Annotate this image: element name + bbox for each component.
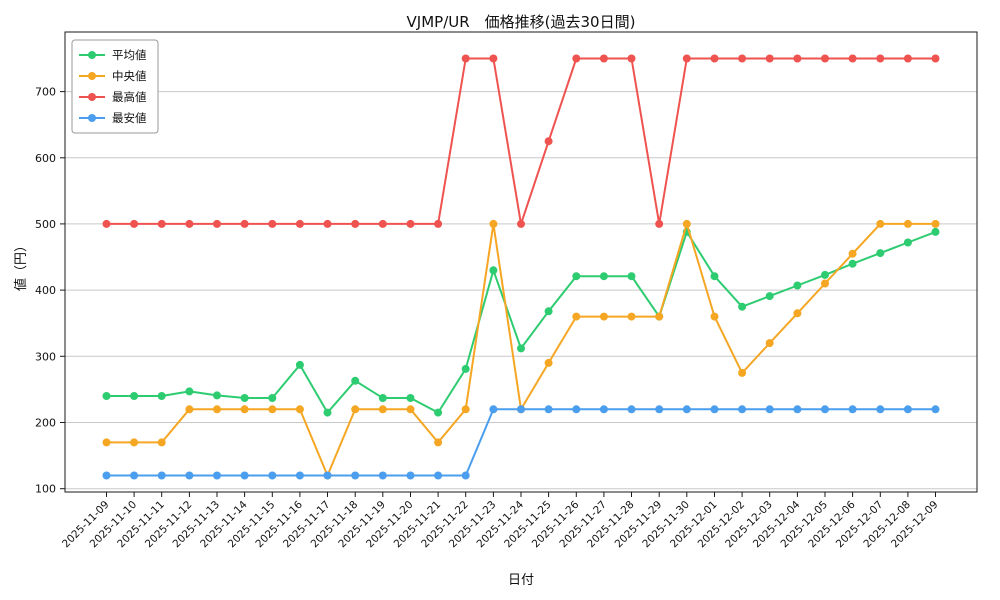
chart-title: VJMP/UR 価格推移(過去30日間) [406,13,636,31]
y-tick-label: 600 [35,152,56,165]
series-highest-markers [102,54,940,228]
series-lowest [102,405,940,480]
legend-label: 最安値 [112,111,147,125]
series-highest [102,54,940,228]
legend-item-lowest: 最安値 [79,111,147,125]
legend-label: 平均値 [112,48,147,62]
legend-swatch-marker [88,114,96,122]
series-average [102,227,940,417]
y-axis: 100 200 300 400 500 600 700 [35,86,65,496]
y-tick-label: 700 [35,86,56,99]
legend-box [71,39,159,134]
legend-item-median: 中央値 [79,69,147,83]
series-average-line [105,230,937,414]
legend-label: 中央値 [112,69,147,83]
y-tick-label: 500 [35,218,56,231]
y-tick-label: 100 [35,483,56,496]
legend-label: 最高値 [112,90,147,104]
legend-swatch-marker [88,51,96,59]
legend-swatch-marker [88,93,96,101]
y-tick-label: 400 [35,284,56,297]
series-average-markers [102,227,940,417]
series-highest-line [105,57,937,225]
series-lowest-line [105,408,937,477]
y-axis-label: 値（円） [14,238,29,291]
x-axis: 2025-11-092025-11-102025-11-112025-11-12… [60,492,941,550]
legend-item-average: 平均値 [79,48,147,62]
grid-lines [65,91,977,490]
legend-swatch-marker [88,72,96,80]
x-axis-label: 日付 [507,573,534,588]
y-tick-label: 300 [35,350,56,363]
y-tick-label: 200 [35,417,56,430]
series-lowest-markers [102,405,940,480]
legend-item-highest: 最高値 [79,90,147,104]
